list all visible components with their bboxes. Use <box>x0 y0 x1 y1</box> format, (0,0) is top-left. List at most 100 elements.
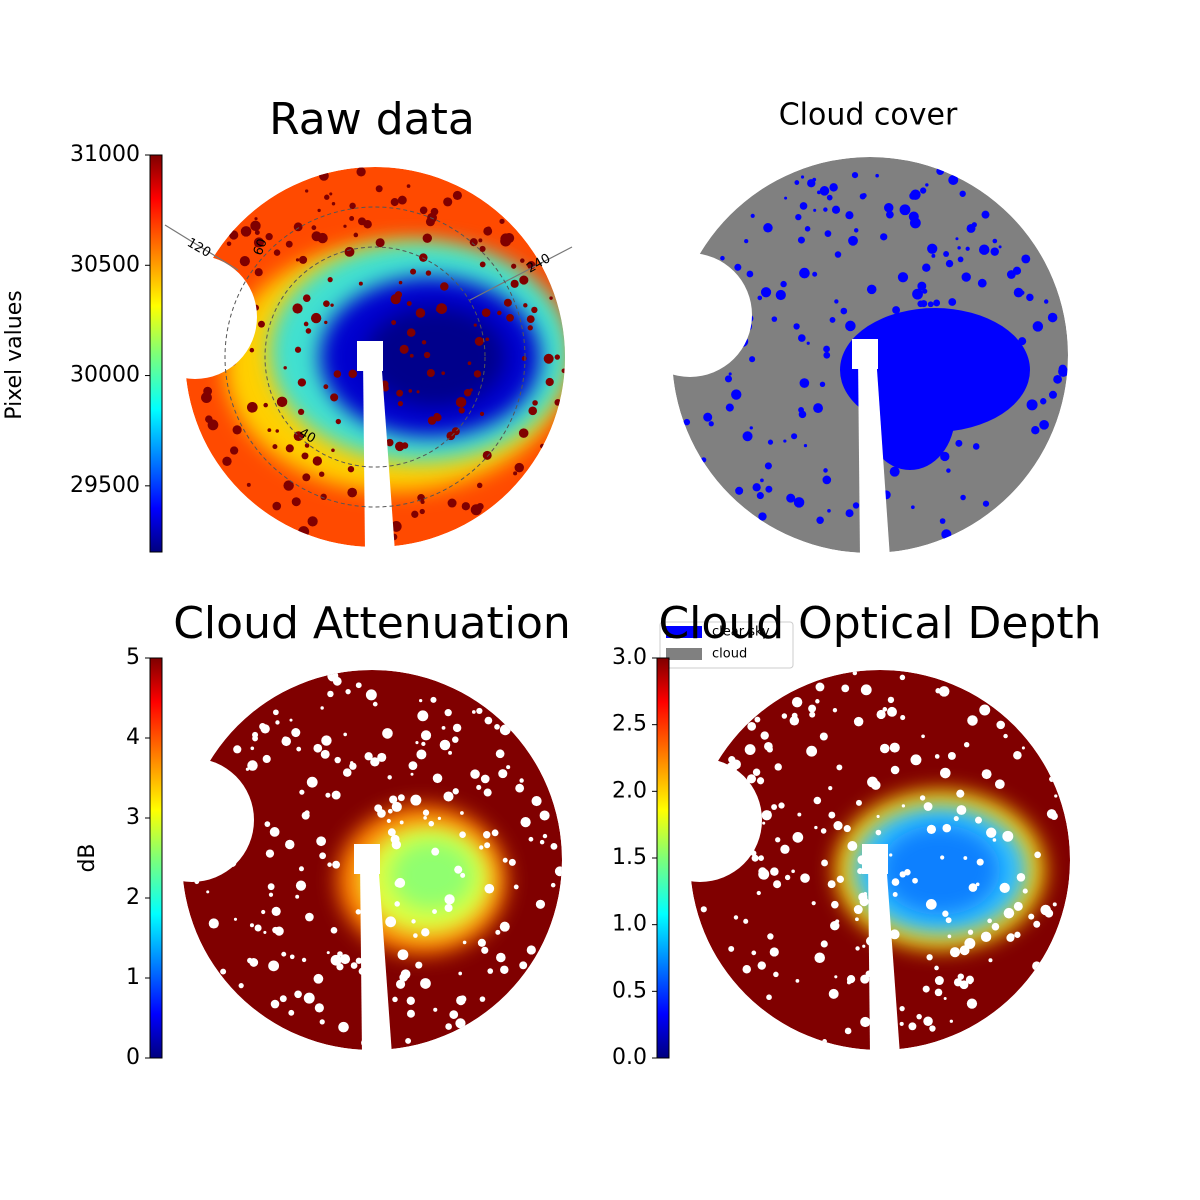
sky-spot <box>926 824 937 834</box>
sky-spot <box>319 852 327 860</box>
sky-spot <box>323 384 329 390</box>
sky-spot <box>520 817 531 828</box>
sky-spot <box>1003 733 1008 739</box>
sky-spot <box>554 354 560 360</box>
sky-spot <box>774 763 782 771</box>
sky-spot <box>955 439 963 447</box>
sky-spot <box>282 736 289 743</box>
sky-spot <box>397 401 404 407</box>
sky-image <box>185 167 565 547</box>
sky-spot <box>417 493 425 502</box>
sky-spot <box>397 794 405 802</box>
sky-spot <box>940 855 945 860</box>
sky-spot <box>991 922 1000 931</box>
sky-spot <box>473 370 482 378</box>
sky-spot <box>452 723 462 733</box>
sky-spot <box>497 310 502 316</box>
sky-spot <box>249 347 255 353</box>
sky-spot <box>440 282 449 291</box>
sky-spot <box>820 828 827 834</box>
sky-spot <box>233 745 242 754</box>
sky-spot <box>905 354 914 363</box>
sky-spot <box>319 171 329 181</box>
sky-spot <box>510 279 519 288</box>
sky-spot <box>289 954 295 960</box>
sky-spot <box>892 891 898 897</box>
sky-spot <box>889 742 900 753</box>
sky-spot <box>889 466 900 477</box>
sky-spot <box>879 743 890 754</box>
sky-spot <box>933 299 941 307</box>
sky-spot <box>249 958 259 967</box>
sky-spot <box>764 741 773 751</box>
sky-spot <box>981 210 990 219</box>
sky-spot <box>757 961 766 970</box>
sky-spot <box>876 814 880 819</box>
sky-spot <box>252 731 259 738</box>
sky-spot <box>539 810 550 821</box>
sky-spot <box>340 954 351 965</box>
sky-spot <box>743 918 749 924</box>
sky-spot <box>460 811 464 815</box>
sky-spot <box>1058 366 1068 377</box>
sky-spot <box>908 211 919 222</box>
sky-spot <box>900 714 906 721</box>
sky-spot <box>327 690 334 698</box>
sky-spot <box>978 244 990 255</box>
sky-spot <box>853 228 859 233</box>
sky-spot <box>912 877 918 884</box>
sky-spot <box>250 746 255 751</box>
sky-spot <box>482 450 492 460</box>
sky-spot <box>991 361 998 368</box>
sky-spot <box>701 457 707 463</box>
sky-spot <box>443 791 454 802</box>
sky-spot <box>908 1022 917 1031</box>
sky-spot <box>836 764 843 771</box>
colorbar-label: dB <box>75 843 100 872</box>
sky-spot <box>773 880 782 889</box>
colorbar <box>656 657 670 1059</box>
colorbar-tick-label: 0.5 <box>612 978 647 1003</box>
sky-spot <box>981 769 992 780</box>
sky-spot <box>948 174 959 186</box>
sky-spot <box>304 810 310 816</box>
sky-spot <box>549 296 553 300</box>
sky-spot <box>791 869 795 874</box>
sky-spot <box>527 325 533 331</box>
sky-spot <box>408 761 418 771</box>
sky-spot <box>899 1021 904 1026</box>
sky-spot <box>297 378 307 387</box>
sky-spot <box>222 456 232 466</box>
sky-spot <box>419 206 428 215</box>
sky-spot <box>323 300 330 307</box>
sky-spot <box>934 988 943 997</box>
sky-spot <box>934 965 939 971</box>
sky-spot <box>417 710 429 722</box>
panel: Cloud cover <box>628 98 1068 558</box>
sky-spot <box>440 741 445 746</box>
sky-spot <box>744 238 749 244</box>
sky-spot <box>240 226 252 237</box>
sky-spot <box>797 334 806 342</box>
sky-spot <box>955 342 962 348</box>
sky-spot <box>752 768 761 776</box>
sky-spot <box>254 217 258 221</box>
sky-spot <box>963 383 971 392</box>
sky-spot <box>925 899 937 910</box>
sky-spot <box>452 788 459 795</box>
sky-spot <box>901 377 907 382</box>
sky-spot <box>829 316 836 323</box>
sky-spot <box>845 320 856 332</box>
sky-spot <box>499 218 505 224</box>
sky-spot <box>273 249 281 256</box>
sky-spot <box>256 238 260 243</box>
sky-spot <box>479 411 485 416</box>
sky-spot <box>934 976 944 986</box>
sky-spot <box>521 356 527 361</box>
sky-spot <box>967 715 978 726</box>
sky-spot <box>784 874 791 881</box>
sky-spot <box>330 303 334 307</box>
sky-spot <box>845 211 854 220</box>
sky-spot <box>799 267 810 279</box>
sky-spot <box>518 428 529 438</box>
